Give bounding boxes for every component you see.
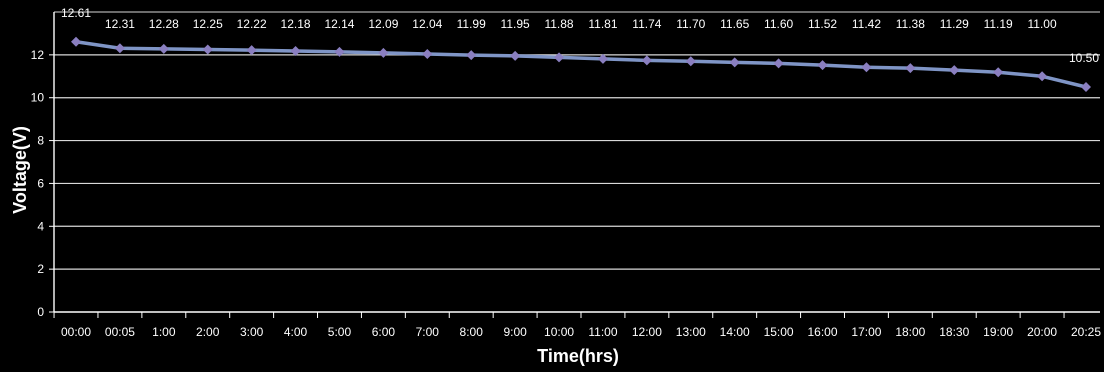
x-tick-label: 8:00 [460,325,484,339]
data-label: 11.88 [544,17,573,31]
data-label: 12.28 [149,17,179,31]
data-label: 11.74 [632,17,661,31]
y-tick-label: 8 [37,134,44,148]
data-label-layer: 12.61 12.31 12.28 12.25 12.22 12.18 12.14 12.09… [61,6,1099,65]
data-label: 11.42 [852,17,881,31]
data-label: 12.61 [61,6,91,20]
data-label: 12.14 [324,17,354,31]
data-label: 12.31 [105,17,135,31]
data-point-marker [729,57,740,68]
y-tick-label: 4 [37,219,44,233]
data-label: 12.25 [193,17,223,31]
x-tick-label: 18:00 [895,325,925,339]
data-point-marker [685,56,696,67]
data-point-marker [334,46,345,57]
x-tick-label: 4:00 [284,325,308,339]
data-label: 11.29 [940,17,969,31]
x-tick-label: 3:00 [240,325,264,339]
data-point-marker [905,63,916,74]
x-tick-label: 19:00 [983,325,1013,339]
data-point-marker [554,52,565,63]
data-label: 11.81 [588,17,617,31]
x-tick-label: 9:00 [503,325,527,339]
x-tick-label: 17:00 [851,325,881,339]
x-tick-label: 15:00 [764,325,794,339]
data-label: 11.99 [457,17,486,31]
x-tick-label: 13:00 [676,325,706,339]
data-label: 11.52 [808,17,837,31]
data-point-marker [861,62,872,73]
data-label: 11.60 [764,17,793,31]
x-tick-label: 6:00 [372,325,396,339]
y-tick-label: 12 [31,48,45,62]
x-tick-label: 10:00 [544,325,574,339]
axis-layer: 0 2 4 6 8 10 12 00:00 00:05 1:00 2:00 3:00 4:00 5:00 6… [31,12,1101,339]
data-point-marker [158,43,169,54]
data-point-marker [246,45,257,56]
y-tick-label: 6 [37,176,44,190]
data-label: 12.18 [281,17,311,31]
data-point-marker [641,55,652,66]
grid-layer [54,11,1100,270]
data-point-marker [378,47,389,58]
data-label: 11.70 [676,17,705,31]
x-tick-label: 20:00 [1027,325,1057,339]
data-label: 12.04 [412,17,442,31]
data-point-marker [993,67,1004,78]
x-tick-label: 18:30 [939,325,969,339]
y-tick-label: 2 [37,262,44,276]
y-tick-label: 0 [37,305,44,319]
data-point-marker [597,53,608,64]
x-tick-label: 1:00 [152,325,176,339]
x-tick-label: 2:00 [196,325,220,339]
data-label: 11.65 [720,17,749,31]
data-label: 11.38 [896,17,925,31]
x-tick-label: 7:00 [416,325,440,339]
data-label: 12.22 [237,17,267,31]
x-tick-label: 11:00 [588,325,617,339]
x-tick-label: 00:05 [105,325,135,339]
x-tick-label: 20:25 [1071,325,1101,339]
voltage-series-line [75,40,1087,89]
data-point-marker [114,43,125,54]
data-point-marker [949,65,960,76]
data-point-marker [290,46,301,56]
data-point-marker [510,50,521,61]
data-point-marker [71,36,81,47]
data-label: 10.50 [1069,51,1099,65]
data-point-marker [202,44,213,55]
y-axis-title: Voltage(V) [10,126,30,214]
data-label: 11.95 [501,17,530,31]
data-label: 11.00 [1028,17,1057,31]
x-tick-label: 5:00 [328,325,352,339]
y-tick-label: 10 [31,91,45,105]
x-tick-label: 14:00 [720,325,750,339]
data-label: 12.09 [368,17,398,31]
series-layer [71,36,1091,92]
data-point-marker [466,50,477,61]
x-tick-label: 00:00 [61,325,91,339]
data-point-marker [1081,82,1091,92]
data-point-marker [1037,71,1048,82]
x-tick-label: 12:00 [632,325,662,339]
x-tick-label: 16:00 [808,325,838,339]
data-label: 11.19 [984,17,1013,31]
x-axis-title: Time(hrs) [537,346,619,366]
data-point-marker [422,49,433,59]
data-point-marker [773,58,784,69]
data-point-marker [817,60,828,71]
